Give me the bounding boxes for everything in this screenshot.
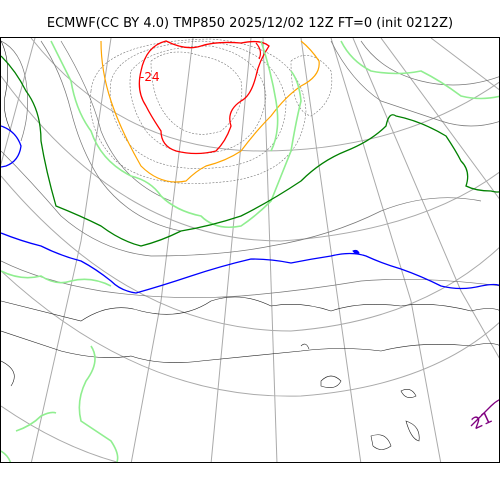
isotherm-line: [1, 270, 112, 287]
parallel-line: [30, 38, 499, 152]
coastline-path: [320, 375, 342, 388]
isotherm-line: [260, 40, 279, 152]
contour-label-21: 21: [469, 407, 495, 433]
graticule: [1, 38, 499, 462]
isotherm-line: [90, 38, 307, 184]
meridian-line: [262, 38, 278, 462]
parallel-line: [1, 270, 499, 397]
isotherm-0: [1, 125, 22, 168]
isotherm-minus-18: [100, 40, 320, 183]
isotherm-line: [129, 45, 267, 154]
isotherm-line: [340, 40, 499, 100]
map-title: ECMWF(CC BY 4.0) TMP850 2025/12/02 12Z F…: [46, 16, 454, 31]
coastline-path: [1, 296, 499, 322]
isotherm-line: [1, 150, 482, 257]
meridian-line: [430, 38, 499, 91]
isotherm-minus-6: [1, 55, 499, 247]
meridian-line: [352, 38, 499, 359]
meridian-line: [210, 38, 252, 462]
isotherm-0-blob: [352, 249, 360, 255]
meridian-line: [1, 38, 36, 166]
parallel-line: [1, 405, 119, 462]
isotherm-line: [78, 345, 119, 462]
coastline-path: [1, 40, 12, 132]
isotherm-line: [40, 40, 182, 232]
coastline-path: [300, 343, 310, 350]
parallel-line: [1, 175, 499, 332]
contour-label-minus-24: -24: [140, 70, 160, 84]
isotherm-line: [109, 40, 287, 169]
isotherm-thin-solid: [1, 40, 499, 299]
isotherm-line: [1, 40, 28, 142]
isotherm-line: [50, 40, 302, 229]
meridian-line: [380, 38, 499, 200]
isotherm-0: [1, 232, 499, 294]
meridian-line: [130, 38, 194, 462]
meridian-line: [30, 38, 112, 462]
isotherm-line: [1, 260, 499, 299]
isotherm-warm: [470, 399, 499, 427]
isotherm-line: [1, 450, 12, 462]
isotherm-thin-dashed: [90, 38, 333, 184]
isotherm-line: [330, 40, 499, 127]
map-canvas: -24 21: [1, 38, 499, 462]
coastline: [1, 40, 499, 450]
isotherm-line: [150, 51, 243, 135]
meridian-line: [300, 38, 362, 462]
isotherm-line: [360, 40, 499, 86]
coastline-path: [400, 389, 417, 398]
map-panel: -24 21: [0, 37, 500, 463]
isotherm-minus-24: [255, 42, 262, 60]
coastline-path: [370, 434, 392, 450]
meridian-line: [330, 38, 442, 462]
isotherm-minus-24: [138, 40, 270, 155]
isotherm-line: [290, 55, 333, 117]
coastline-path: [405, 420, 420, 442]
coastline-path: [1, 330, 499, 363]
coastline-path: [1, 360, 15, 387]
isotherm-minus-12: [1, 40, 499, 462]
isotherm-line: [15, 411, 57, 432]
isotherm-line: [60, 40, 172, 202]
parallel-line: [1, 75, 499, 242]
